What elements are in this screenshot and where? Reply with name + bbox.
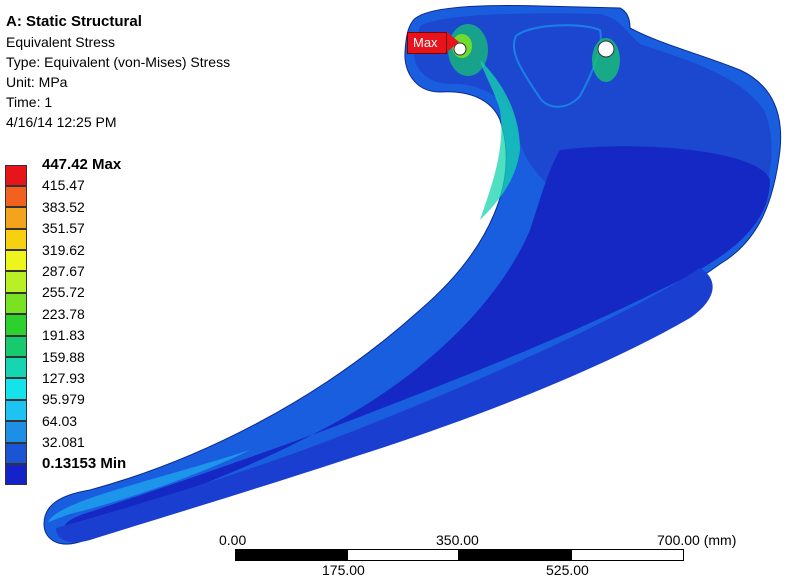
legend-row: 383.52 — [5, 197, 175, 229]
legend-max-label: 447.42 Max — [42, 156, 122, 173]
legend-color-swatch — [5, 292, 27, 315]
result-time: Time: 1 — [6, 94, 53, 110]
legend-value-label: 351.57 — [42, 220, 85, 237]
scale-segment-3 — [458, 549, 572, 561]
legend-color-swatch — [5, 335, 27, 358]
contour-legend[interactable]: 447.42 Max 415.47 383.52 351.57 319.62 287.67… — [5, 154, 175, 486]
legend-value-label: 319.62 — [42, 241, 85, 258]
tip-edge-band — [48, 450, 250, 522]
legend-value-label: 127.93 — [42, 369, 85, 386]
pin-hole-right — [597, 40, 615, 58]
legend-value-label: 159.88 — [42, 348, 85, 365]
scale-segment-4 — [571, 549, 684, 561]
max-probe-flag[interactable]: Max — [407, 32, 459, 54]
legend-color-swatch — [5, 421, 27, 443]
legend-row: 255.72 — [5, 282, 175, 315]
legend-color-swatch — [5, 164, 27, 186]
legend-row: 191.83 — [5, 325, 175, 358]
scale-top-label-0: 0.00 — [219, 532, 247, 548]
cutout-window — [512, 24, 602, 108]
max-probe-pointer — [446, 32, 459, 52]
legend-value-label: 223.78 — [42, 305, 85, 322]
legend-row: 32.081 — [5, 432, 175, 464]
legend-color-swatch — [5, 271, 27, 293]
legend-color-swatch — [5, 463, 27, 486]
stress-neck-band — [480, 60, 520, 220]
scale-segment-2 — [347, 549, 459, 561]
legend-row: 351.57 — [5, 218, 175, 251]
scale-bottom-label-0: 175.00 — [322, 562, 365, 578]
legend-row: 319.62 — [5, 240, 175, 272]
legend-value-label: 191.83 — [42, 327, 85, 344]
analysis-title: A: Static Structural — [6, 13, 142, 30]
legend-color-swatch — [5, 314, 27, 336]
scale-top-label-1: 350.00 — [436, 532, 479, 548]
legend-color-swatch — [5, 228, 27, 251]
legend-row: 127.93 — [5, 368, 175, 400]
blade-body — [64, 146, 771, 532]
legend-value-label: 415.47 — [42, 177, 85, 194]
result-header: A: Static Structural Equivalent Stress T… — [6, 12, 230, 132]
legend-color-swatch — [5, 207, 27, 229]
legend-row: 159.88 — [5, 347, 175, 379]
max-probe-label: Max — [407, 32, 447, 54]
legend-min-label: 0.13153 Min — [42, 455, 127, 473]
legend-row: 287.67 — [5, 261, 175, 293]
legend-value-label: 64.03 — [42, 412, 78, 429]
result-type: Type: Equivalent (von-Mises) Stress — [6, 54, 231, 70]
legend-row: 223.78 — [5, 304, 175, 336]
legend-color-swatch — [5, 399, 27, 422]
legend-row: 95.979 — [5, 389, 175, 422]
result-unit: Unit: MPa — [6, 74, 68, 90]
legend-value-label: 255.72 — [42, 284, 85, 301]
legend-value-label: 383.52 — [42, 198, 85, 215]
scale-top-label-2: 700.00 (mm) — [657, 532, 737, 548]
legend-value-label: 32.081 — [42, 434, 85, 451]
result-date: 4/16/14 12:25 PM — [6, 114, 117, 130]
legend-color-swatch — [5, 378, 27, 400]
legend-color-swatch — [5, 357, 27, 379]
legend-row: 64.03 — [5, 411, 175, 443]
legend-row: 415.47 — [5, 175, 175, 208]
legend-value-label: 95.979 — [42, 391, 85, 408]
legend-row: 447.42 Max — [5, 154, 175, 186]
result-name: Equivalent Stress — [6, 34, 115, 50]
scale-bottom-label-1: 525.00 — [546, 562, 589, 578]
trailing-region — [56, 268, 713, 543]
scale-segment-1 — [235, 549, 348, 561]
legend-value-label: 287.67 — [42, 262, 85, 279]
legend-row: 0.13153 Min — [5, 453, 175, 486]
legend-color-swatch — [5, 442, 27, 464]
legend-color-swatch — [5, 250, 27, 272]
legend-color-swatch — [5, 185, 27, 208]
